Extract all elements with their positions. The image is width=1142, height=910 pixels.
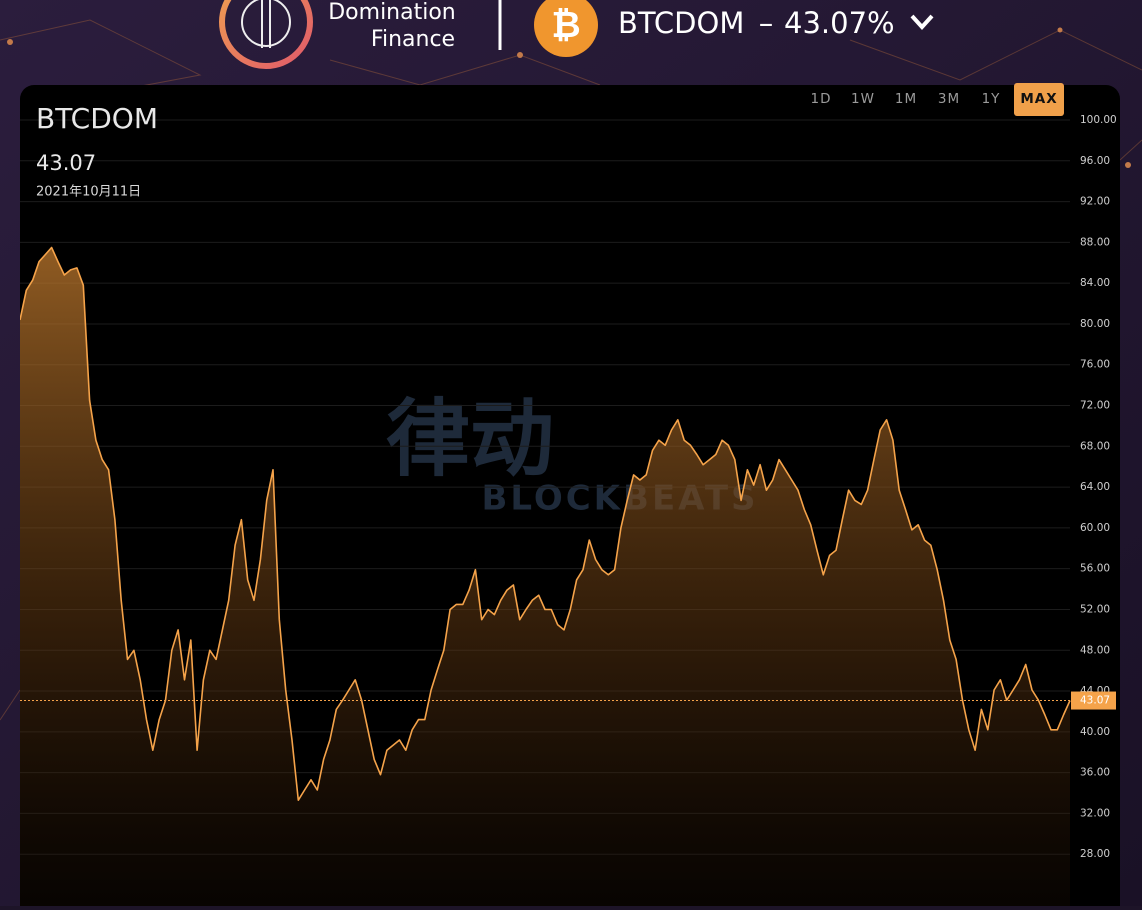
coin-icon — [534, 0, 598, 57]
y-tick-label: 56.00 — [1080, 563, 1110, 575]
y-tick-label: 76.00 — [1080, 359, 1110, 371]
range-button[interactable]: 1M — [895, 91, 917, 107]
y-tick-label: 52.00 — [1080, 603, 1110, 615]
current-value-tag — [1071, 691, 1116, 710]
y-tick-label: 80.00 — [1080, 318, 1110, 330]
network-nodes — [7, 27, 1131, 168]
range-buttons: 1D 1W 1M 3M 1Y MAX — [811, 83, 1064, 116]
current-value-tag-label: 43.07 — [1080, 695, 1110, 707]
y-tick-label: 36.00 — [1080, 767, 1110, 779]
y-tick-label: 100.00 — [1080, 114, 1117, 126]
watermark: 律动 — [386, 390, 554, 488]
range-button[interactable]: 3M — [938, 91, 960, 107]
y-tick-label: 28.00 — [1080, 848, 1110, 860]
range-button-active[interactable] — [1014, 83, 1064, 116]
range-button[interactable]: 1W — [851, 91, 875, 107]
y-tick-label: 68.00 — [1080, 440, 1110, 452]
pair-name: BTCDOM — [618, 6, 744, 40]
pair-separator: – — [759, 6, 774, 40]
y-tick-label: 88.00 — [1080, 236, 1110, 248]
price-line — [20, 246, 1071, 801]
y-tick-label: 60.00 — [1080, 522, 1110, 534]
y-tick-label: 72.00 — [1080, 400, 1110, 412]
range-button[interactable]: MAX — [1020, 91, 1057, 107]
y-tick-label: 96.00 — [1080, 155, 1110, 167]
plot: 律动 BLOCKBEATS — [20, 119, 1071, 906]
brand-name: Domination — [328, 0, 456, 25]
chart-date: 2021年10月11日 — [36, 185, 141, 200]
range-button[interactable]: 1D — [811, 91, 832, 107]
network-decoration — [0, 19, 1142, 721]
dropdown-chevron — [910, 14, 934, 30]
brand[interactable]: Domination Finance — [219, 0, 456, 69]
chart-title: BTCDOM — [36, 102, 158, 135]
current-value: 43.07 — [36, 151, 96, 175]
coin-symbol: ₿ — [551, 5, 580, 46]
brand-logo — [219, 0, 313, 69]
y-tick-label: 48.00 — [1080, 644, 1110, 656]
brand-name: Finance — [371, 27, 455, 52]
pair-selector[interactable]: ₿ BTCDOM – 43.07% — [534, 0, 934, 57]
y-tick-label: 32.00 — [1080, 807, 1110, 819]
area-fill — [20, 247, 1070, 906]
pair-price: 43.07% — [784, 6, 895, 40]
range-button[interactable]: 1Y — [982, 91, 1001, 107]
y-tick-label: 64.00 — [1080, 481, 1110, 493]
y-tick-label: 84.00 — [1080, 277, 1110, 289]
y-tick-label: 92.00 — [1080, 196, 1110, 208]
y-tick-label: 40.00 — [1080, 726, 1110, 738]
brand-logo-inner — [241, 0, 291, 47]
